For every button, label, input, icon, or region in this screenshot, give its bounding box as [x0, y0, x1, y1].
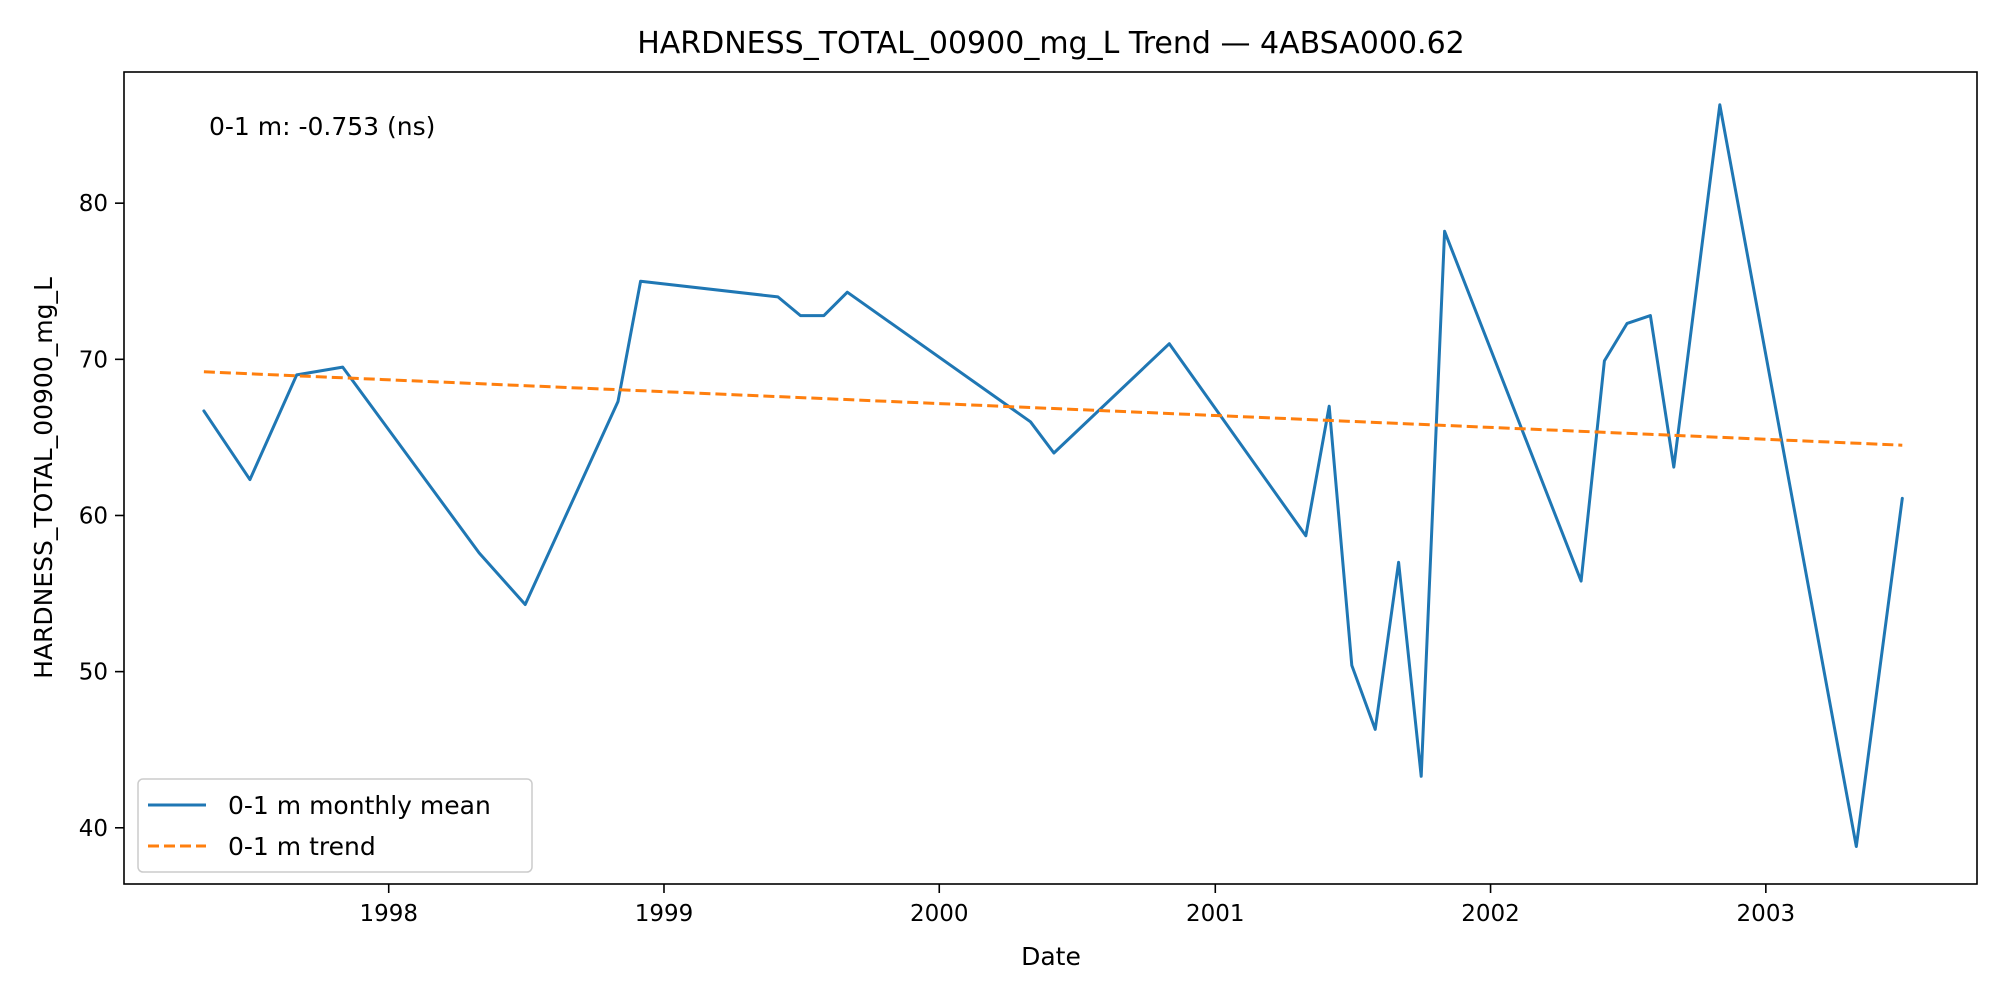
x-tick-label: 2002 [1461, 901, 1520, 927]
legend-label-trend: 0-1 m trend [228, 832, 376, 861]
legend-label-monthly-mean: 0-1 m monthly mean [228, 791, 491, 820]
chart-title: HARDNESS_TOTAL_00900_mg_L Trend — 4ABSA0… [637, 26, 1465, 61]
y-axis-label: HARDNESS_TOTAL_00900_mg_L [29, 277, 58, 679]
x-tick-label: 2000 [910, 901, 969, 927]
x-axis: 1998 1999 2000 2001 2002 2003 [359, 884, 1795, 927]
legend-box [137, 778, 533, 873]
y-tick-label: 40 [79, 816, 108, 842]
y-tick-label: 70 [79, 347, 108, 373]
plot-frame [123, 71, 1978, 885]
series-line-monthly-mean [202, 103, 1904, 848]
legend: 0-1 m monthly mean 0-1 m trend [137, 778, 533, 873]
x-tick-label: 2001 [1186, 901, 1245, 927]
x-tick-label: 1998 [359, 901, 418, 927]
trend-annotation: 0-1 m: -0.753 (ns) [209, 112, 435, 141]
y-axis: 40 50 60 70 80 [79, 191, 124, 842]
y-tick-label: 60 [79, 503, 108, 529]
x-tick-label: 1999 [635, 901, 694, 927]
y-tick-label: 80 [79, 191, 108, 217]
x-axis-label: Date [1021, 942, 1081, 971]
y-tick-label: 50 [79, 660, 108, 686]
x-tick-label: 2003 [1737, 901, 1796, 927]
plot-area [202, 103, 1904, 848]
series-line-trend [203, 370, 1903, 447]
